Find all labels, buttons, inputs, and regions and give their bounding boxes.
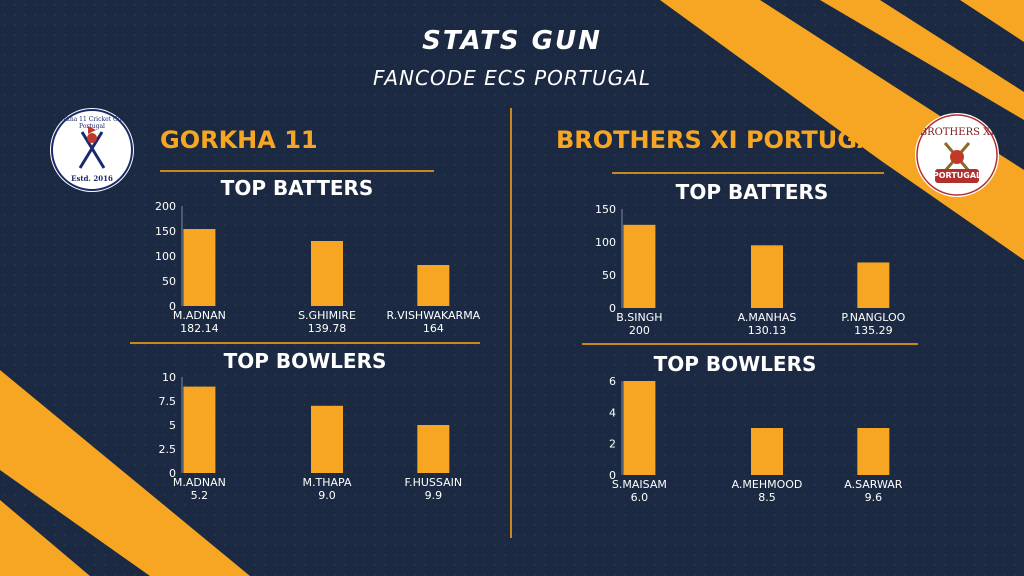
stripe-top-right-1 — [660, 0, 1024, 260]
gorkha-logo-emblem — [51, 109, 133, 191]
bar — [857, 262, 890, 308]
bar — [417, 425, 450, 473]
x-sub-label: 135.29 — [854, 324, 893, 337]
left-title-rule — [160, 170, 434, 172]
x-sub-label: 9.0 — [318, 489, 336, 502]
bar — [311, 241, 343, 306]
x-sub-label: 130.13 — [748, 324, 787, 337]
y-tick-label: 150 — [595, 203, 616, 216]
x-category-label: S.GHIMIRE — [298, 309, 356, 322]
x-sub-label: 200 — [629, 324, 650, 337]
bar — [417, 265, 450, 306]
bar — [183, 386, 216, 473]
right-batters-title: TOP BATTERS — [675, 180, 829, 204]
x-category-label: R.VISHWAKARMA — [386, 309, 480, 322]
gorkha-logo: Gorkha 11 Cricket Club, Portugal Estd. 2… — [50, 108, 134, 192]
y-tick-label: 100 — [595, 236, 616, 249]
y-tick-label: 7.5 — [159, 395, 177, 408]
y-tick-label: 0 — [609, 302, 616, 315]
brothers-logo-emblem — [916, 114, 998, 196]
x-sub-label: 5.2 — [191, 489, 209, 502]
y-tick-label: 0 — [169, 300, 176, 313]
x-sub-label: 8.5 — [758, 491, 776, 504]
x-sub-label: 139.78 — [308, 322, 347, 335]
y-tick-label: 2 — [609, 438, 616, 451]
x-category-label: S.MAISAM — [612, 478, 667, 491]
right-team-name: BROTHERS XI PORTUGAL — [556, 126, 891, 154]
x-category-label: F.HUSSAIN — [405, 476, 463, 489]
x-category-label: M.THAPA — [303, 476, 352, 489]
left-mid-rule — [130, 342, 480, 344]
brothers-logo-arc-text: BROTHERS XI — [919, 127, 995, 138]
bar — [623, 224, 656, 308]
x-category-label: M.ADNAN — [173, 476, 226, 489]
gorkha-logo-ring-text: Gorkha 11 Cricket Club, Portugal — [54, 116, 130, 130]
y-tick-label: 100 — [155, 250, 176, 263]
x-category-label: B.SINGH — [616, 311, 662, 324]
x-sub-label: 6.0 — [631, 491, 649, 504]
y-tick-label: 6 — [609, 375, 616, 388]
brothers-logo-banner: PORTUGAL — [932, 171, 982, 180]
right-title-rule — [612, 172, 884, 174]
bar — [311, 405, 343, 473]
x-sub-label: 164 — [423, 322, 444, 335]
y-tick-label: 0 — [169, 467, 176, 480]
y-tick-label: 0 — [609, 469, 616, 482]
stripe-bottom-left-1 — [0, 370, 250, 576]
y-tick-label: 150 — [155, 225, 176, 238]
page-subtitle: FANCODE ECS PORTUGAL — [373, 66, 651, 90]
bar — [751, 245, 783, 308]
stripe-top-right-3 — [960, 0, 1024, 42]
x-category-label: A.SARWAR — [844, 478, 903, 491]
page-title: STATS GUN — [422, 26, 602, 56]
bar — [183, 229, 216, 306]
x-category-label: A.MEHMOOD — [732, 478, 803, 491]
y-tick-label: 200 — [155, 200, 176, 213]
left-batters-title: TOP BATTERS — [220, 176, 374, 200]
column-divider — [510, 108, 512, 538]
x-sub-label: 9.6 — [865, 491, 883, 504]
left-team-name: GORKHA 11 — [160, 126, 318, 154]
left-bowlers-title: TOP BOWLERS — [223, 349, 387, 373]
y-tick-label: 50 — [162, 275, 176, 288]
stripe-bottom-left-2 — [0, 500, 90, 576]
y-tick-label: 2.5 — [159, 443, 177, 456]
y-tick-label: 5 — [169, 419, 176, 432]
brothers-logo: BROTHERS XI PORTUGAL — [915, 113, 999, 197]
gorkha-logo-estd: Estd. 2016 — [71, 174, 113, 183]
y-tick-label: 50 — [602, 269, 616, 282]
y-tick-label: 4 — [609, 406, 616, 419]
x-category-label: M.ADNAN — [173, 309, 226, 322]
x-category-label: A.MANHAS — [738, 311, 797, 324]
bar — [751, 428, 783, 475]
x-sub-label: 9.9 — [425, 489, 443, 502]
stripe-top-right-2 — [820, 0, 1024, 120]
bar — [857, 428, 890, 475]
x-sub-label: 182.14 — [180, 322, 219, 335]
right-mid-rule — [582, 343, 918, 345]
y-tick-label: 10 — [162, 371, 176, 384]
x-category-label: P.NANGLOO — [841, 311, 905, 324]
right-bowlers-title: TOP BOWLERS — [653, 352, 817, 376]
bar — [623, 381, 656, 475]
